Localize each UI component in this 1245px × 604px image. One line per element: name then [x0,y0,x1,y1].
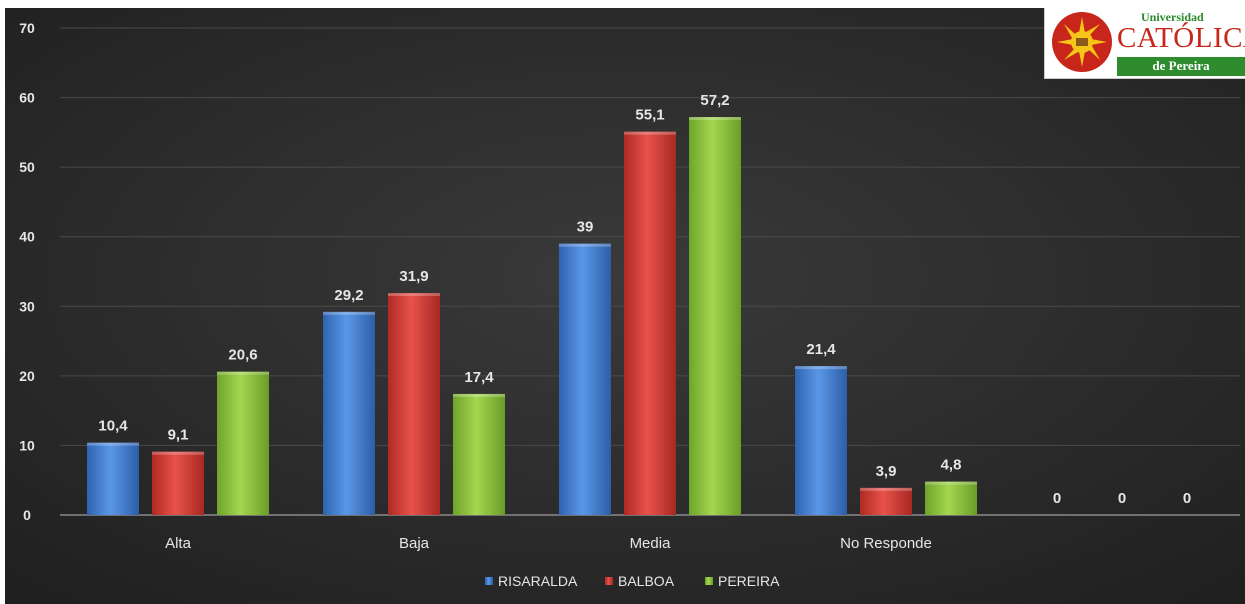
y-tick-label: 10 [19,437,35,453]
x-tick-label: No Responde [840,535,932,552]
y-tick-label: 40 [19,229,35,245]
y-tick-label: 70 [19,20,35,36]
bar-balboa [860,487,912,515]
bar-top-highlight [152,451,204,455]
y-tick-label: 0 [23,507,31,523]
logo-line-universidad: Universidad [1141,10,1204,24]
logo-band [1117,57,1245,76]
data-label: 0 [1053,490,1061,507]
logo-line-catolica: CATÓLICA [1117,22,1245,54]
y-tick-label: 50 [19,159,35,175]
data-label: 10,4 [98,418,128,435]
data-label: 17,4 [464,369,494,386]
bar-balboa [624,131,676,515]
bar-pereira [453,393,505,515]
data-label: 3,9 [876,463,897,480]
bar-top-highlight [925,481,977,485]
data-label: 31,9 [399,268,428,285]
data-label: 0 [1183,490,1191,507]
data-label: 4,8 [941,457,962,474]
bars [87,117,977,516]
data-label: 39 [577,219,594,236]
logo-line-pereira: de Pereira [1152,58,1210,73]
bar-top-highlight [217,371,269,375]
data-labels: 10,4 9,1 20,6 29,2 31,9 17,4 39 55,1 57,2 21,4 3,9… [98,92,1191,507]
bar-balboa [388,293,440,515]
bar-top-highlight [388,293,440,297]
sun-seal-icon [1052,12,1112,72]
bar-risaralda [87,442,139,515]
legend-label-balboa: BALBOA [618,573,675,589]
bar-chart: 0 10 20 30 40 50 60 70 10,4 9,1 20,6 29,2 31,9 17,4 3… [5,8,1245,604]
legend-swatch-pereira [705,577,713,585]
bar-risaralda [559,243,611,515]
legend: RISARALDA BALBOA PEREIRA [485,573,780,589]
x-tick-label: Alta [165,535,192,552]
legend-swatch-risaralda [485,577,493,585]
legend-label-pereira: PEREIRA [718,573,780,589]
data-label: 21,4 [806,341,836,358]
x-tick-label: Baja [399,535,430,552]
bar-top-highlight [689,117,741,121]
bar-pereira [689,117,741,516]
bar-top-highlight [860,487,912,491]
bar-top-highlight [323,311,375,315]
data-label: 55,1 [635,107,664,124]
data-label: 57,2 [700,92,729,109]
bar-top-highlight [559,243,611,247]
data-label: 20,6 [228,347,257,364]
bar-pereira [217,371,269,515]
bar-balboa [152,451,204,515]
legend-swatch-balboa [605,577,613,585]
bar-risaralda [795,366,847,515]
y-tick-label: 60 [19,90,35,106]
bar-top-highlight [87,442,139,446]
bar-top-highlight [453,393,505,397]
bar-risaralda [323,311,375,515]
bar-top-highlight [795,366,847,370]
data-label: 0 [1118,490,1126,507]
y-tick-label: 30 [19,298,35,314]
y-tick-label: 20 [19,368,35,384]
legend-label-risaralda: RISARALDA [498,573,578,589]
data-label: 9,1 [168,427,189,444]
x-tick-label: Media [630,535,672,552]
chart-area: 0 10 20 30 40 50 60 70 10,4 9,1 20,6 29,2 31,9 17,4 3… [5,8,1245,604]
data-label: 29,2 [334,287,363,304]
y-axis-ticks: 0 10 20 30 40 50 60 70 [19,20,35,523]
x-axis-ticks: Alta Baja Media No Responde [165,535,932,552]
bar-top-highlight [624,131,676,135]
university-logo: Universidad CATÓLICA de Pereira [1044,8,1245,79]
bar-pereira [925,481,977,515]
